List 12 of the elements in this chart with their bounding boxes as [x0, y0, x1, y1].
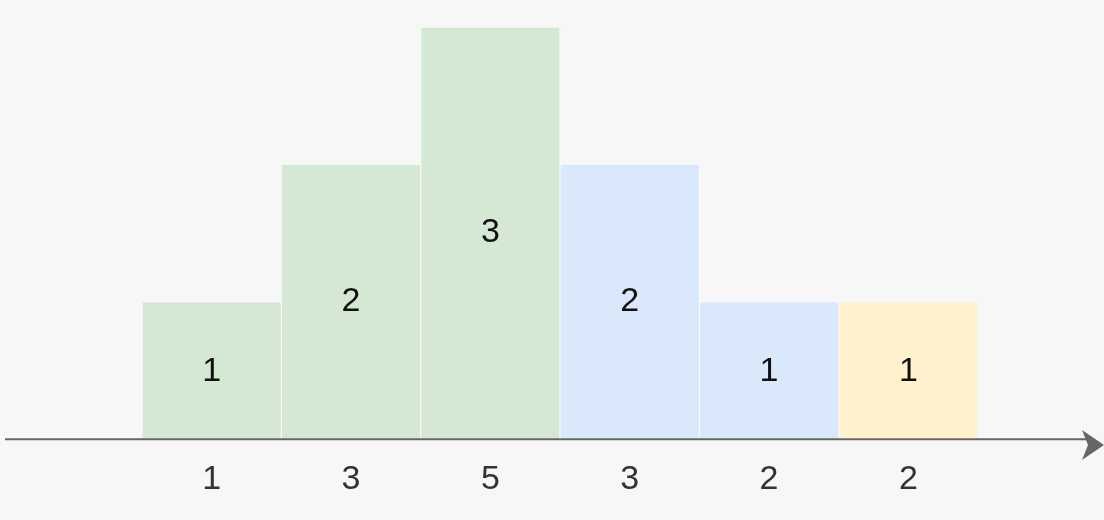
- data-label: 1: [202, 349, 222, 388]
- data-label: 1: [759, 349, 779, 388]
- x-tick-label: 1: [202, 457, 222, 496]
- data-label: 1: [898, 349, 918, 388]
- x-tick-label: 5: [480, 457, 500, 496]
- x-tick-label: 3: [341, 457, 361, 496]
- data-label: 2: [620, 280, 640, 319]
- data-label: 3: [480, 211, 500, 250]
- x-tick-label: 3: [620, 457, 640, 496]
- x-tick-label: 2: [898, 457, 918, 496]
- data-label: 2: [341, 280, 361, 319]
- x-tick-label: 2: [759, 457, 779, 496]
